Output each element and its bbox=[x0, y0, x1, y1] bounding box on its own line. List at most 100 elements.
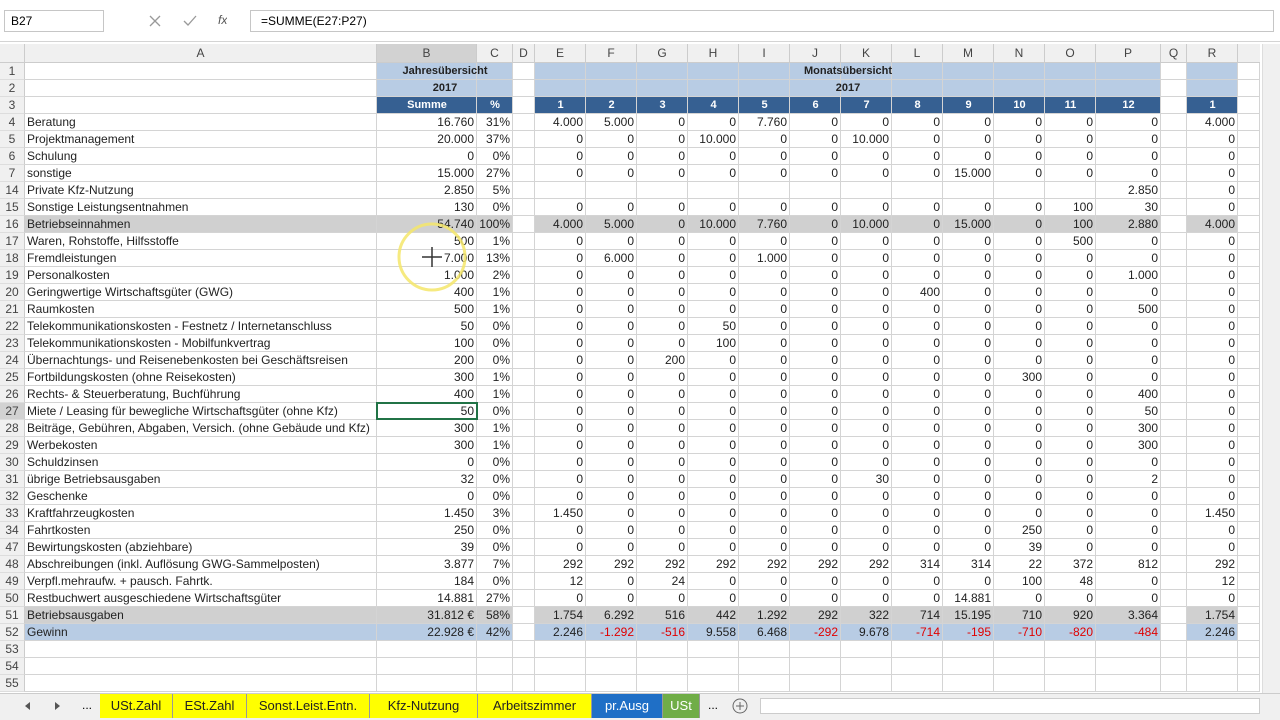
add-sheet[interactable] bbox=[730, 696, 750, 716]
cell bbox=[1161, 97, 1187, 114]
cell bbox=[535, 471, 586, 488]
value-cell: 0 bbox=[627, 149, 634, 163]
value-cell: 4.000 bbox=[552, 115, 583, 129]
sheet-tab[interactable]: Arbeitszimmer bbox=[478, 694, 592, 718]
sheet-tab[interactable]: pr.Ausg bbox=[592, 694, 663, 718]
value-cell: 0 bbox=[882, 285, 889, 299]
cell bbox=[1238, 114, 1260, 131]
cell bbox=[586, 369, 637, 386]
cell bbox=[377, 522, 477, 539]
sheet-tab[interactable]: ESt.Zahl bbox=[173, 694, 247, 718]
sheet-tab[interactable]: Kfz-Nutzung bbox=[370, 694, 478, 718]
value-cell: 300 bbox=[453, 370, 474, 384]
cell bbox=[513, 675, 535, 692]
row-label: Beratung bbox=[27, 115, 76, 129]
tab-nav[interactable] bbox=[0, 693, 80, 720]
cell bbox=[586, 301, 637, 318]
value-cell: 0 bbox=[1035, 234, 1042, 248]
cell bbox=[1096, 114, 1161, 131]
cell bbox=[943, 386, 994, 403]
row-label: Gewinn bbox=[27, 625, 68, 639]
cell bbox=[688, 624, 739, 641]
cell bbox=[513, 114, 535, 131]
selected-cell[interactable] bbox=[376, 402, 478, 420]
cell bbox=[377, 352, 477, 369]
value-cell: 0 bbox=[1228, 149, 1235, 163]
cell bbox=[994, 114, 1045, 131]
name-box[interactable]: B27 bbox=[4, 10, 104, 32]
cell bbox=[1238, 284, 1260, 301]
cell bbox=[1161, 658, 1187, 675]
cell bbox=[1187, 658, 1238, 675]
value-cell: 0 bbox=[933, 489, 940, 503]
value-cell: 0 bbox=[780, 149, 787, 163]
value-cell: 0 bbox=[678, 336, 685, 350]
month-header: 8 bbox=[914, 99, 921, 111]
cell bbox=[994, 335, 1045, 352]
cell bbox=[1096, 505, 1161, 522]
column-header: J bbox=[790, 44, 841, 63]
cell bbox=[892, 80, 943, 97]
cell bbox=[535, 148, 586, 165]
cell bbox=[892, 216, 943, 233]
value-cell: 0 bbox=[729, 421, 736, 435]
value-cell: 0 bbox=[780, 234, 787, 248]
vertical-scrollbar[interactable] bbox=[1262, 44, 1280, 693]
row-header: 4 bbox=[0, 114, 25, 131]
value-cell: 0 bbox=[984, 523, 991, 537]
value-cell: 0 bbox=[678, 217, 685, 231]
cell bbox=[1096, 165, 1161, 182]
cell bbox=[994, 471, 1045, 488]
row-header: 6 bbox=[0, 148, 25, 165]
cell bbox=[943, 131, 994, 148]
cell bbox=[790, 386, 841, 403]
value-cell: 0 bbox=[882, 404, 889, 418]
cell bbox=[994, 250, 1045, 267]
cell bbox=[739, 556, 790, 573]
value-cell: 714 bbox=[919, 608, 940, 622]
cell bbox=[841, 590, 892, 607]
value-cell: 0 bbox=[933, 455, 940, 469]
cell bbox=[739, 233, 790, 250]
value-cell: 292 bbox=[817, 608, 838, 622]
sheet-tab[interactable]: USt.Zahl bbox=[100, 694, 173, 718]
value-cell: -516 bbox=[660, 625, 685, 639]
tab-more[interactable]: ... bbox=[81, 698, 92, 712]
cell bbox=[535, 607, 586, 624]
value-cell: 0% bbox=[492, 574, 510, 588]
cell bbox=[535, 539, 586, 556]
value-cell: 2.246 bbox=[1204, 625, 1235, 639]
value-cell: 0 bbox=[1086, 472, 1093, 486]
cell bbox=[1187, 675, 1238, 692]
value-cell: 0 bbox=[831, 455, 838, 469]
horizontal-scrollbar[interactable] bbox=[760, 698, 1260, 714]
cell bbox=[892, 335, 943, 352]
cell bbox=[1161, 590, 1187, 607]
value-cell: 0 bbox=[627, 319, 634, 333]
cell bbox=[1096, 590, 1161, 607]
value-cell: 0 bbox=[1035, 353, 1042, 367]
value-cell: 0 bbox=[1086, 489, 1093, 503]
cell bbox=[535, 335, 586, 352]
cell bbox=[790, 165, 841, 182]
value-cell: 0 bbox=[1035, 115, 1042, 129]
cell bbox=[1096, 420, 1161, 437]
fx-label[interactable]: fx bbox=[218, 13, 228, 27]
cell bbox=[637, 488, 688, 505]
value-cell: 0 bbox=[576, 455, 583, 469]
value-cell: 39 bbox=[1028, 540, 1042, 554]
sheet-tab[interactable]: USt bbox=[663, 694, 700, 718]
cell bbox=[994, 148, 1045, 165]
cell bbox=[1045, 437, 1096, 454]
column-header: G bbox=[637, 44, 688, 63]
cell bbox=[477, 505, 513, 522]
value-cell: 0 bbox=[1035, 591, 1042, 605]
value-cell: 50 bbox=[460, 404, 474, 418]
tab-more[interactable]: ... bbox=[707, 698, 718, 712]
cell bbox=[586, 590, 637, 607]
value-cell: 0 bbox=[831, 523, 838, 537]
formula-input[interactable]: =SUMME(E27:P27) bbox=[250, 10, 1274, 32]
value-cell: 200 bbox=[453, 353, 474, 367]
value-cell: 0 bbox=[1151, 591, 1158, 605]
sheet-tab[interactable]: Sonst.Leist.Entn. bbox=[247, 694, 370, 718]
